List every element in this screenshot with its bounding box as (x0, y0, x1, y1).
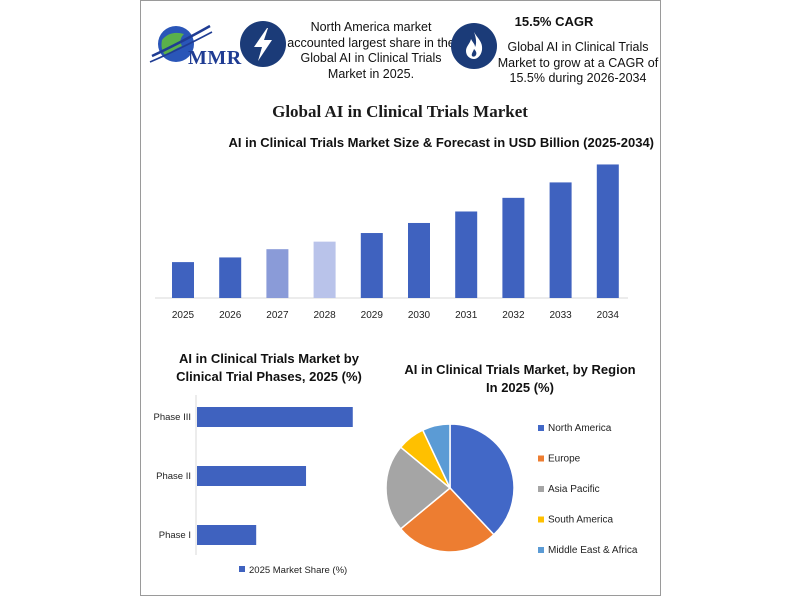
x-tick-label: 2034 (597, 310, 620, 321)
legend-label: North America (548, 423, 612, 434)
bar-2028 (313, 241, 336, 298)
phase-bar-phase-ii (197, 466, 307, 486)
info-text-1: North America market accounted largest s… (287, 20, 455, 81)
bar-2031 (455, 211, 478, 298)
y-tick-label: Phase III (154, 412, 192, 423)
legend-swatch (538, 455, 544, 462)
legend-swatch (239, 566, 245, 572)
legend-label: Asia Pacific (548, 484, 600, 495)
region-pie-chart: North America Europe Asia Pacific South Ame… (385, 423, 638, 556)
info-badge-1 (240, 21, 286, 67)
legend-label: Europe (548, 454, 581, 465)
pie-slice-middle-east-africa (421, 423, 451, 489)
y-tick-label: Phase II (156, 471, 191, 482)
legend-label: 2025 Market Share (%) (249, 565, 347, 576)
x-tick-label: 2031 (455, 310, 478, 321)
x-tick-label: 2027 (266, 310, 289, 321)
pie-chart-title: AI in Clinical Trials Market, by Region … (404, 362, 636, 395)
bar-2032 (502, 197, 525, 298)
phase-bar-phase-iii (197, 407, 353, 427)
legend-label: Middle East & Africa (548, 545, 638, 556)
pie-slice-asia-pacific (385, 446, 452, 530)
market-size-bar-chart: 2025 2026 2027 2028 2029 2030 2031 2032 2033 2034 (155, 164, 628, 321)
lightning-icon (254, 28, 272, 61)
x-tick-label: 2029 (361, 310, 384, 321)
info-text-2: Global AI in Clinical Trials Market to g… (497, 40, 659, 85)
pie-slice-europe (399, 486, 495, 553)
flame-icon (466, 32, 483, 59)
legend-label: South America (548, 515, 613, 526)
legend-swatch (538, 425, 544, 431)
phase-bar-phase-i (197, 525, 257, 545)
y-tick-label: Phase I (159, 530, 191, 541)
phase-bar-chart: Phase III Phase II Phase I 2025 Market Shar… (154, 395, 353, 576)
bar-2029 (360, 233, 383, 298)
x-tick-label: 2026 (219, 310, 242, 321)
phase-chart-title: AI in Clinical Trials Market by Clinical… (176, 351, 362, 384)
bar-chart-title: AI in Clinical Trials Market Size & Fore… (228, 135, 654, 150)
x-tick-label: 2028 (313, 310, 336, 321)
legend-swatch (538, 486, 544, 492)
info-badge-2 (451, 23, 497, 69)
x-tick-label: 2032 (502, 310, 525, 321)
logo-text: MMR (188, 47, 242, 69)
bar-2033 (549, 182, 572, 298)
x-tick-label: 2033 (549, 310, 572, 321)
x-tick-label: 2030 (408, 310, 431, 321)
main-title: Global AI in Clinical Trials Market (272, 102, 528, 121)
bar-2030 (408, 222, 430, 298)
x-tick-label: 2025 (172, 310, 195, 321)
info-title-2: 15.5% CAGR (514, 14, 594, 29)
bar-2026 (219, 257, 242, 298)
legend-swatch (538, 547, 544, 553)
bar-2034 (596, 164, 619, 298)
pie-slice-north-america (449, 423, 515, 536)
mmr-logo (149, 24, 213, 63)
bar-2025 (172, 262, 194, 298)
legend-swatch (538, 516, 544, 523)
bar-2027 (266, 249, 289, 298)
